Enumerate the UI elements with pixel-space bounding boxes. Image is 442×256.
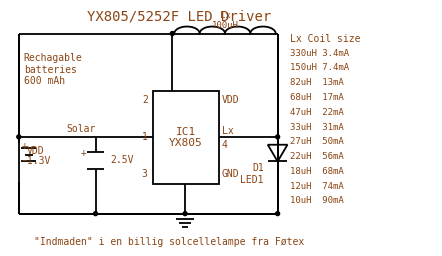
Text: Lx
100uH: Lx 100uH: [212, 11, 238, 30]
Text: 3: 3: [142, 169, 148, 179]
Circle shape: [170, 31, 174, 36]
Circle shape: [17, 135, 21, 139]
Text: VDD: VDD: [27, 146, 44, 156]
Text: VDD: VDD: [221, 95, 239, 105]
Circle shape: [276, 212, 280, 216]
Text: Lx Coil size: Lx Coil size: [290, 34, 361, 45]
Bar: [152, 91, 219, 184]
Text: −1.3V: −1.3V: [22, 156, 51, 166]
Text: 150uH 7.4mA: 150uH 7.4mA: [290, 63, 350, 72]
Text: 47uH  22mA: 47uH 22mA: [290, 108, 344, 117]
Text: Rechagable
batteries
600 mAh: Rechagable batteries 600 mAh: [24, 53, 83, 86]
Text: 68uH  17mA: 68uH 17mA: [290, 93, 344, 102]
Text: 12uH  74mA: 12uH 74mA: [290, 182, 344, 190]
Text: "Indmaden" i en billig solcellelampe fra Føtex: "Indmaden" i en billig solcellelampe fra…: [34, 237, 305, 247]
Text: 82uH  13mA: 82uH 13mA: [290, 78, 344, 87]
Text: 330uH 3.4mA: 330uH 3.4mA: [290, 49, 350, 58]
Text: 2.5V: 2.5V: [110, 155, 134, 165]
Text: 10uH  90mA: 10uH 90mA: [290, 196, 344, 205]
Text: 22uH  56mA: 22uH 56mA: [290, 152, 344, 161]
Text: Solar: Solar: [66, 124, 95, 134]
Text: 18uH  68mA: 18uH 68mA: [290, 167, 344, 176]
Text: Lx: Lx: [221, 126, 233, 136]
Text: 1: 1: [142, 132, 148, 142]
Text: 2: 2: [142, 95, 148, 105]
Text: YX805/5252F LED Driver: YX805/5252F LED Driver: [87, 10, 271, 24]
Text: 4: 4: [221, 140, 227, 150]
Text: D1
LED1: D1 LED1: [240, 164, 264, 185]
Circle shape: [183, 212, 187, 216]
Circle shape: [94, 212, 98, 216]
Text: 33uH  31mA: 33uH 31mA: [290, 123, 344, 132]
Text: IC1
YX805: IC1 YX805: [169, 126, 202, 148]
Text: +: +: [22, 141, 27, 151]
Text: 27uH  50mA: 27uH 50mA: [290, 137, 344, 146]
Circle shape: [276, 135, 280, 139]
Text: +: +: [81, 148, 87, 158]
Text: GND: GND: [221, 169, 239, 179]
